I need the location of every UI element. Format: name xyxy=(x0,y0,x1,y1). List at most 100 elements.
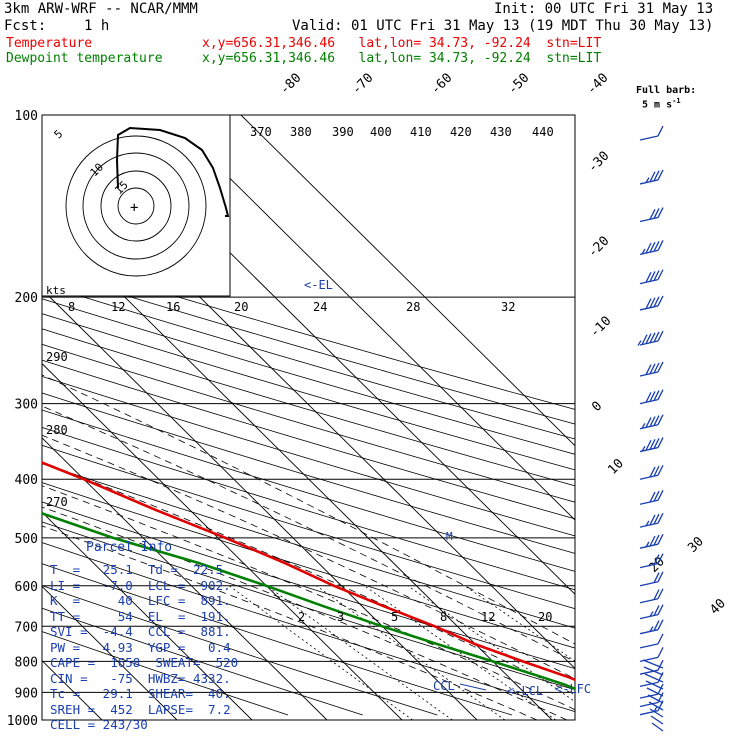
pressure-tick-label: 300 xyxy=(15,398,38,413)
dry-adiabat-line xyxy=(42,563,513,716)
dry-adiabat-line xyxy=(42,313,575,471)
isotherm-label: -80 xyxy=(277,71,304,98)
temperature-location: x,y=656.31,346.46 lat,lon= 34.73, -92.24… xyxy=(202,36,602,51)
isotherm-line xyxy=(42,511,253,720)
pressure-tick-label: 1000 xyxy=(7,714,38,729)
isotherm-label: -30 xyxy=(585,149,612,176)
pressure-tick-label: 900 xyxy=(15,686,38,701)
hodograph-ring xyxy=(65,135,207,277)
parcel-row: SREH = 452 LAPSE= 7.2 xyxy=(50,701,231,717)
parcel-row: Tc = 29.1 SHEAR= 40. xyxy=(50,686,231,701)
dry-adiabat-line xyxy=(42,521,575,691)
pressure-tick-label: 200 xyxy=(15,291,38,306)
wind-barb xyxy=(639,604,664,620)
isotherm-label: -70 xyxy=(349,71,376,98)
dewpoint-profile xyxy=(42,512,575,691)
isotherm-line xyxy=(42,362,403,720)
dry-adiabat-line xyxy=(42,269,575,425)
dry-adiabat-line xyxy=(42,298,575,455)
dry-adiabat-line xyxy=(42,585,438,716)
parcel-row: PW = 4.93 YGP = 0.4 xyxy=(50,639,231,655)
dry-adiabat-label: 410 xyxy=(410,125,432,139)
wind-barb xyxy=(639,588,664,604)
moist-adiabat-label: 28 xyxy=(406,300,420,314)
isobar-lines xyxy=(41,114,576,721)
mixing-ratio-line xyxy=(407,585,575,703)
model-title: 3km ARW-WRF -- NCAR/MMM xyxy=(4,1,198,17)
dry-adiabat-line xyxy=(42,359,575,520)
parcel-row: TT = 54 EL = 191. xyxy=(50,608,231,624)
isotherm-line xyxy=(42,437,328,720)
isotherm-line xyxy=(240,115,575,447)
moist-adiabat-label: 24 xyxy=(313,300,327,314)
pressure-tick-label: 800 xyxy=(15,655,38,670)
moist-adiabat-label: 8 xyxy=(68,300,75,314)
dry-adiabat-label: 370 xyxy=(250,125,272,139)
dry-adiabat-line xyxy=(42,482,575,649)
isotherm-label: -50 xyxy=(505,71,532,98)
dry-adiabat-line xyxy=(42,501,575,670)
isotherm-label: 30 xyxy=(685,534,707,556)
parcel-row: CAPE = 1658 SWEAT= 520 xyxy=(50,655,239,670)
m-marker: M xyxy=(446,530,453,543)
hodograph-trace xyxy=(115,126,230,217)
wind-barb xyxy=(639,169,664,185)
moist-adiabat-line xyxy=(42,525,538,720)
moist-adiabat-label: 20 xyxy=(234,300,248,314)
wind-barb xyxy=(639,533,664,549)
dry-adiabat-line xyxy=(42,392,575,554)
moist-adiabat-line xyxy=(42,405,575,663)
wind-barb xyxy=(639,464,664,480)
wind-barb xyxy=(639,361,664,377)
pressure-tick-label: 600 xyxy=(15,580,38,595)
mixing-ratio-line xyxy=(364,585,557,720)
dry-adiabat-label: 440 xyxy=(532,125,554,139)
mixing-ratio-line xyxy=(229,585,413,720)
surface-wind-barbs xyxy=(642,659,664,732)
pressure-tick-label: 100 xyxy=(15,109,38,124)
mixing-ratio-label: 2 xyxy=(298,610,305,624)
wind-barb xyxy=(639,207,664,223)
hodograph-units: kts xyxy=(46,284,66,297)
init-time: Init: 00 UTC Fri 31 May 13 xyxy=(494,1,714,17)
hodograph-ring xyxy=(100,170,172,242)
moist-adiabat-label: 12 xyxy=(111,300,125,314)
wind-barb xyxy=(639,240,664,256)
isotherm-label: -60 xyxy=(428,71,455,98)
wind-barb xyxy=(639,647,664,663)
mixing-ratio-label: 5 xyxy=(391,610,398,624)
wind-barb xyxy=(639,553,664,569)
wind-barb xyxy=(639,633,664,649)
wind-barb xyxy=(639,389,664,405)
hodograph-frame xyxy=(41,114,231,297)
isotherm-line xyxy=(165,115,575,521)
wind-key-value: 5 m s-1 xyxy=(642,97,681,111)
wind-barb xyxy=(639,619,664,635)
moist-adiabat-label: 16 xyxy=(166,300,180,314)
parcel-row: T = 25.1 Td = 22.5 xyxy=(50,562,224,577)
hodograph-ring xyxy=(82,152,190,260)
parcel-row: CELL = 243/30 xyxy=(50,717,148,732)
dry-adiabat-label: 400 xyxy=(370,125,392,139)
parcel-row: CIN = -75 HWBZ= 4332. xyxy=(50,670,231,686)
dry-adiabat-line xyxy=(42,343,575,503)
isotherm-label: 0 xyxy=(589,399,605,415)
dry-adiabat-label: 420 xyxy=(450,125,472,139)
wind-barb xyxy=(637,330,664,346)
wind-barb xyxy=(639,571,664,587)
dry-adiabat-line xyxy=(42,375,575,537)
dry-adiabat-line xyxy=(42,328,575,487)
mixing-ratio-line xyxy=(266,585,453,720)
mixing-ratio-label: 8 xyxy=(440,610,447,624)
hodograph-ring xyxy=(117,187,155,225)
wind-barbs xyxy=(637,125,664,732)
dry-adiabat-line xyxy=(42,283,575,440)
dry-adiabat-line xyxy=(42,409,575,572)
wind-barb xyxy=(639,512,664,528)
plot-frame xyxy=(41,114,576,721)
pressure-tick-label: 700 xyxy=(15,620,38,635)
ccl-pointer xyxy=(459,683,487,691)
moist-adiabat-line xyxy=(42,434,575,680)
